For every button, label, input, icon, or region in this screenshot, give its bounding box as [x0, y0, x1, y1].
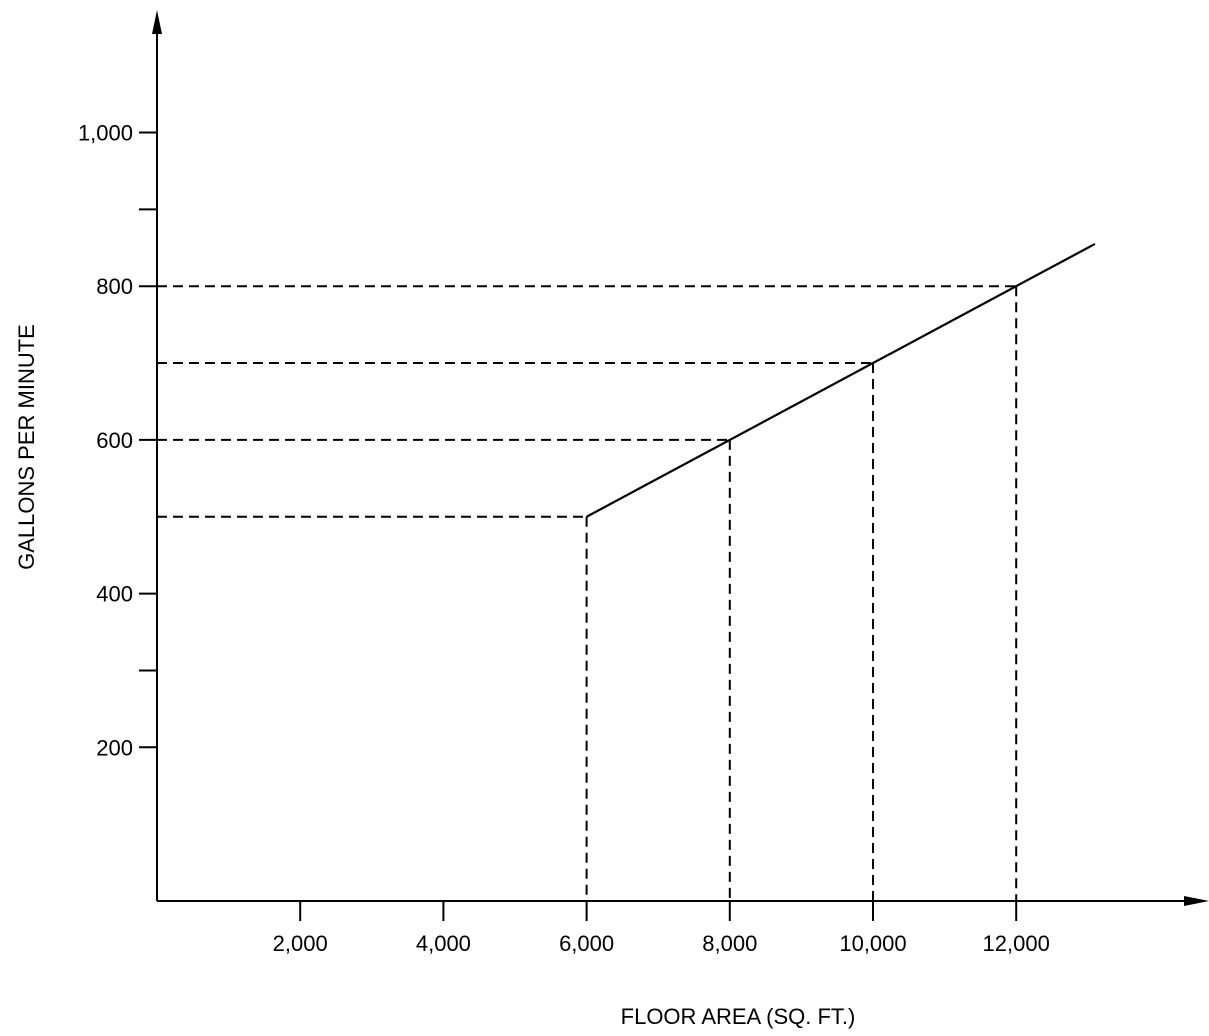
y-tick-label: 800: [96, 274, 133, 299]
y-axis-arrow: [152, 10, 162, 34]
x-tick-label: 8,000: [702, 931, 757, 956]
ticks: 2,000 4,000 6,000 8,000 10,000 12,000 200 400 60…: [78, 121, 1050, 957]
x-tick-label: 12,000: [983, 931, 1050, 956]
x-tick-label: 2,000: [273, 931, 328, 956]
y-tick-label: 400: [96, 582, 133, 607]
y-axis-title: GALLONS PER MINUTE: [14, 324, 39, 570]
x-axis-arrow: [1184, 896, 1209, 906]
y-tick-label: 600: [96, 428, 133, 453]
series-lines: [586, 242, 1096, 518]
y-tick-label: 200: [96, 735, 133, 760]
x-tick-label: 6,000: [559, 931, 614, 956]
x-tick-label: 10,000: [839, 931, 906, 956]
x-tick-label: 4,000: [416, 931, 471, 956]
axes: [152, 10, 1209, 906]
series-line: [586, 242, 1096, 518]
x-axis-title: FLOOR AREA (SQ. FT.): [621, 1004, 856, 1029]
reference-lines: [157, 285, 1018, 901]
y-tick-label: 1,000: [78, 121, 133, 146]
